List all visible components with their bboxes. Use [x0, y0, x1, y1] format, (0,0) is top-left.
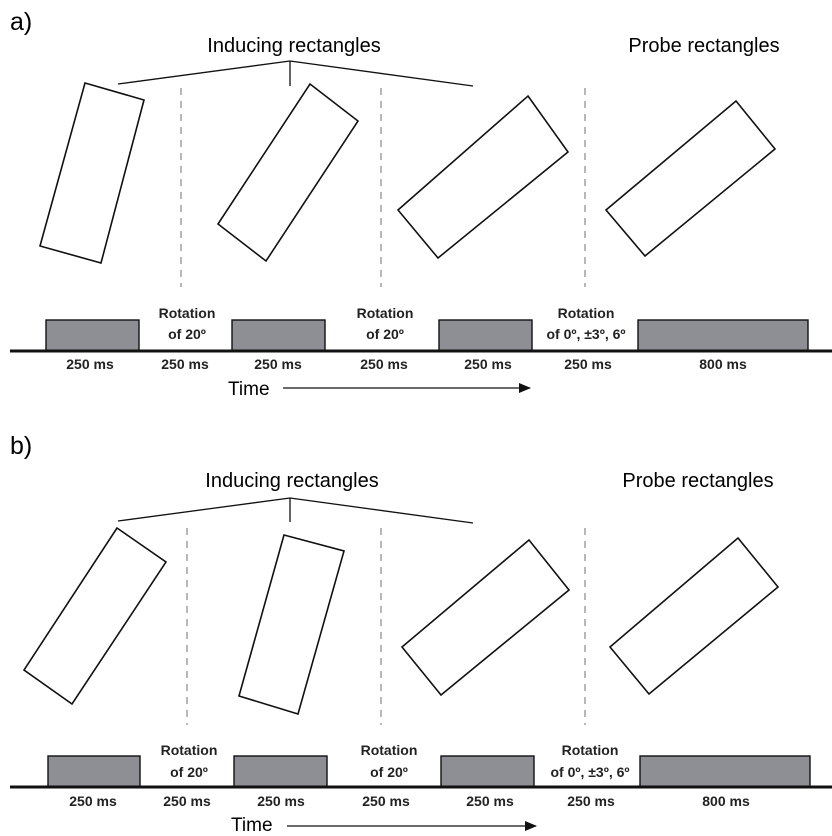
panel-a-inducing-title: Inducing rectangles — [207, 35, 380, 57]
panel-b-probe-title: Probe rectangles — [622, 470, 773, 492]
panel-a-rotation-3-line1: Rotation — [558, 305, 615, 321]
panel-b-stimulus-block-1 — [47, 755, 141, 788]
panel-a-inducing-rect-2 — [216, 82, 360, 263]
panel-b-duration-6: 250 ms — [567, 793, 615, 809]
panel-b-inducing-rect-2 — [238, 534, 345, 716]
panel-b-stimulus-block-2 — [233, 755, 328, 788]
panel-a-duration-2: 250 ms — [161, 356, 209, 372]
panel-b-inducing-title: Inducing rectangles — [205, 470, 378, 492]
panel-b-inducing-rect-1 — [22, 526, 168, 706]
panel-a-duration-5: 250 ms — [464, 356, 512, 372]
panel-a-probe-title: Probe rectangles — [628, 35, 779, 57]
panel-a-duration-4: 250 ms — [360, 356, 408, 372]
panel-b-rotation-2-line1: Rotation — [361, 742, 418, 758]
panel-a-stimulus-block-3 — [438, 319, 533, 352]
panel-b-rotation-3-line2: of 0º, ±3º, 6º — [550, 764, 629, 780]
panel-b-probe-block — [639, 755, 811, 788]
panel-b-duration-2: 250 ms — [163, 793, 211, 809]
panel-b-duration-3: 250 ms — [257, 793, 305, 809]
panel-b-rotation-2-line2: of 20º — [370, 764, 408, 780]
panel-b-rotation-3-line1: Rotation — [562, 742, 619, 758]
panel-a-inducing-rect-3 — [396, 94, 570, 260]
panel-a-duration-3: 250 ms — [254, 356, 302, 372]
panel-a-rotation-1-line2: of 20º — [168, 326, 206, 342]
panel-b-label: b) — [10, 432, 32, 460]
panel-a-probe-rect — [604, 99, 777, 258]
panel-b-duration-4: 250 ms — [362, 793, 410, 809]
panel-a-probe-block — [637, 319, 809, 352]
panel-a-duration-7: 800 ms — [699, 356, 747, 372]
panel-b-bracket — [117, 497, 474, 524]
panel-a-label: a) — [10, 8, 32, 36]
panel-a: a) Inducing rectangles Probe rectangles … — [10, 8, 832, 400]
panel-b: b) Inducing rectangles Probe rectangles … — [10, 432, 832, 836]
panel-b-time-label: Time — [231, 815, 273, 836]
panel-a-stimulus-block-2 — [231, 319, 326, 352]
panel-a-inducing-rect-1 — [39, 82, 145, 264]
panel-b-inducing-rect-3 — [400, 538, 571, 697]
panel-b-duration-7: 800 ms — [702, 793, 750, 809]
panel-b-stimulus-block-3 — [440, 755, 535, 788]
panel-a-rotation-2-line2: of 20º — [366, 326, 404, 342]
panel-a-rotation-2-line1: Rotation — [357, 305, 414, 321]
panel-a-time-label: Time — [228, 379, 270, 400]
panel-a-duration-1: 250 ms — [66, 356, 114, 372]
panel-b-rotation-1-line1: Rotation — [161, 742, 218, 758]
panel-b-rotation-1-line2: of 20º — [170, 764, 208, 780]
panel-b-duration-1: 250 ms — [69, 793, 117, 809]
panel-a-bracket — [117, 60, 474, 87]
panel-b-duration-5: 250 ms — [466, 793, 514, 809]
panel-a-rotation-3-line2: of 0º, ±3º, 6º — [546, 326, 625, 342]
panel-a-stimulus-block-1 — [45, 319, 140, 352]
panel-a-duration-6: 250 ms — [564, 356, 612, 372]
panel-b-probe-rect — [608, 536, 780, 696]
panel-a-rotation-1-line1: Rotation — [159, 305, 216, 321]
